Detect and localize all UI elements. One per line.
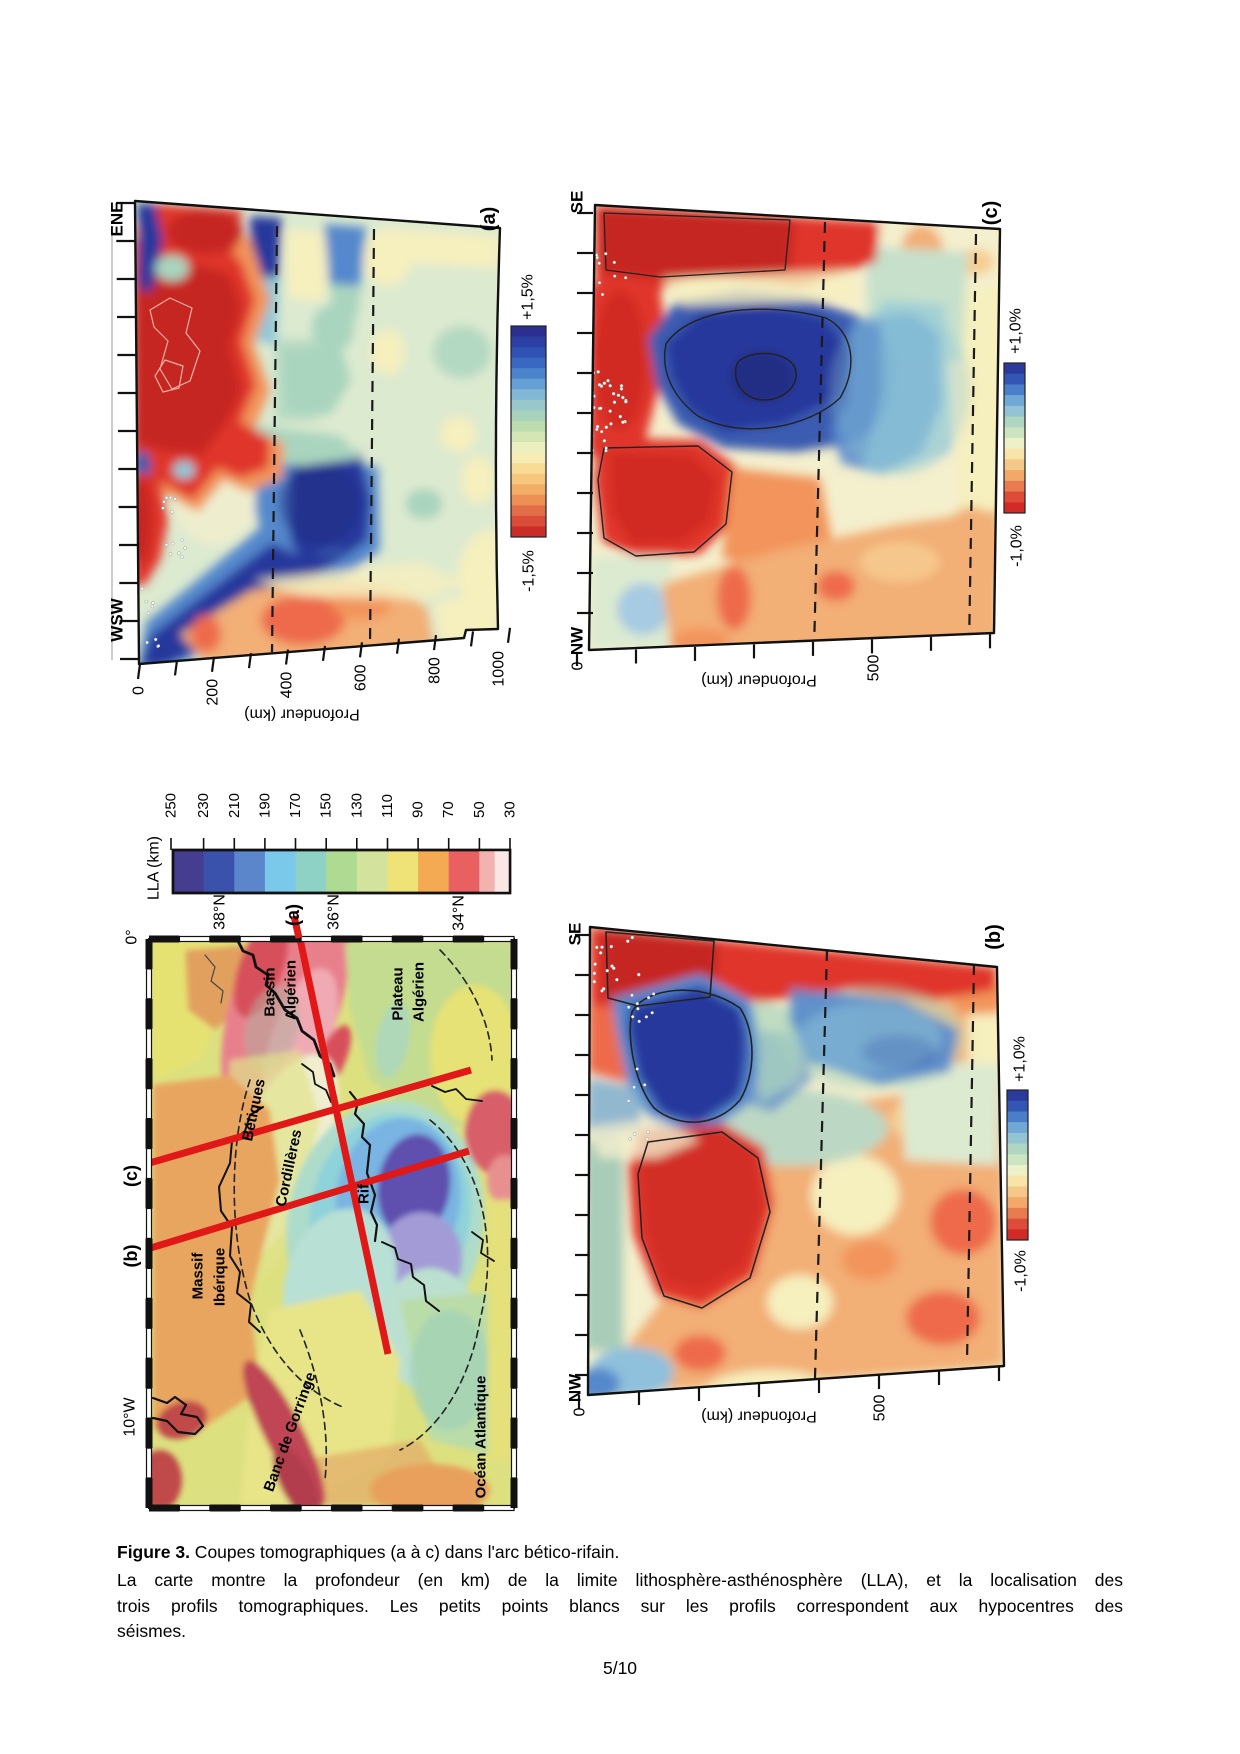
svg-text:-1,0%: -1,0% (1013, 1250, 1030, 1292)
svg-text:36°N: 36°N (326, 894, 343, 930)
svg-text:210: 210 (226, 793, 243, 818)
svg-text:10°W: 10°W (122, 1396, 139, 1436)
svg-text:-1,5%: -1,5% (521, 550, 538, 592)
svg-text:130: 130 (348, 793, 365, 818)
svg-text:30: 30 (502, 801, 519, 818)
svg-text:Plateau: Plateau (390, 967, 407, 1020)
svg-text:Bassin: Bassin (262, 967, 279, 1016)
svg-text:+1,5%: +1,5% (520, 274, 537, 320)
svg-text:+1,0%: +1,0% (1012, 1036, 1029, 1082)
svg-text:90: 90 (410, 801, 427, 818)
svg-text:0: 0 (570, 661, 587, 670)
svg-text:(a): (a) (478, 207, 500, 231)
svg-text:600: 600 (353, 664, 370, 691)
svg-text:(b): (b) (121, 1245, 141, 1268)
svg-text:70: 70 (440, 801, 457, 818)
svg-text:Rif: Rif (356, 1183, 373, 1204)
svg-text:170: 170 (287, 793, 304, 818)
svg-text:SE: SE (568, 191, 587, 214)
svg-text:200: 200 (205, 679, 222, 706)
svg-text:(c): (c) (980, 201, 1002, 225)
svg-text:Massif: Massif (190, 1252, 207, 1300)
svg-text:NW: NW (568, 626, 587, 655)
svg-text:Algérien: Algérien (411, 962, 428, 1022)
svg-text:Profondeur (km): Profondeur (km) (701, 672, 817, 689)
svg-text:0°: 0° (124, 929, 141, 944)
svg-text:Profondeur (km): Profondeur (km) (701, 1408, 817, 1425)
svg-text:500: 500 (872, 1395, 889, 1422)
svg-text:400: 400 (279, 672, 296, 699)
svg-text:SE: SE (566, 923, 585, 946)
svg-text:WSW: WSW (108, 597, 127, 641)
svg-text:230: 230 (195, 793, 212, 818)
svg-text:+1,0%: +1,0% (1008, 308, 1025, 354)
svg-text:34°N: 34°N (451, 895, 468, 931)
svg-text:Ibérique: Ibérique (212, 1248, 229, 1306)
svg-text:1000: 1000 (491, 651, 508, 687)
svg-text:800: 800 (427, 657, 444, 684)
svg-text:(c): (c) (121, 1165, 141, 1187)
svg-text:0: 0 (572, 1407, 589, 1416)
svg-text:(a): (a) (283, 904, 303, 926)
svg-text:50: 50 (471, 801, 488, 818)
svg-text:38°N: 38°N (212, 894, 229, 930)
svg-text:Algérien: Algérien (283, 960, 300, 1020)
svg-text:500: 500 (866, 655, 883, 682)
svg-text:(b): (b) (983, 924, 1005, 950)
svg-text:Océan Atlantique: Océan Atlantique (473, 1376, 490, 1499)
svg-text:ENE: ENE (108, 202, 127, 237)
svg-text:150: 150 (318, 793, 335, 818)
svg-text:-1,0%: -1,0% (1009, 525, 1026, 567)
svg-text:Profondeur (km): Profondeur (km) (244, 706, 360, 723)
svg-text:0: 0 (131, 686, 148, 695)
svg-text:190: 190 (256, 793, 273, 818)
svg-text:NW: NW (566, 1373, 585, 1402)
svg-text:110: 110 (379, 794, 396, 818)
svg-text:250: 250 (163, 793, 180, 818)
svg-text:LLA (km): LLA (km) (146, 836, 163, 900)
